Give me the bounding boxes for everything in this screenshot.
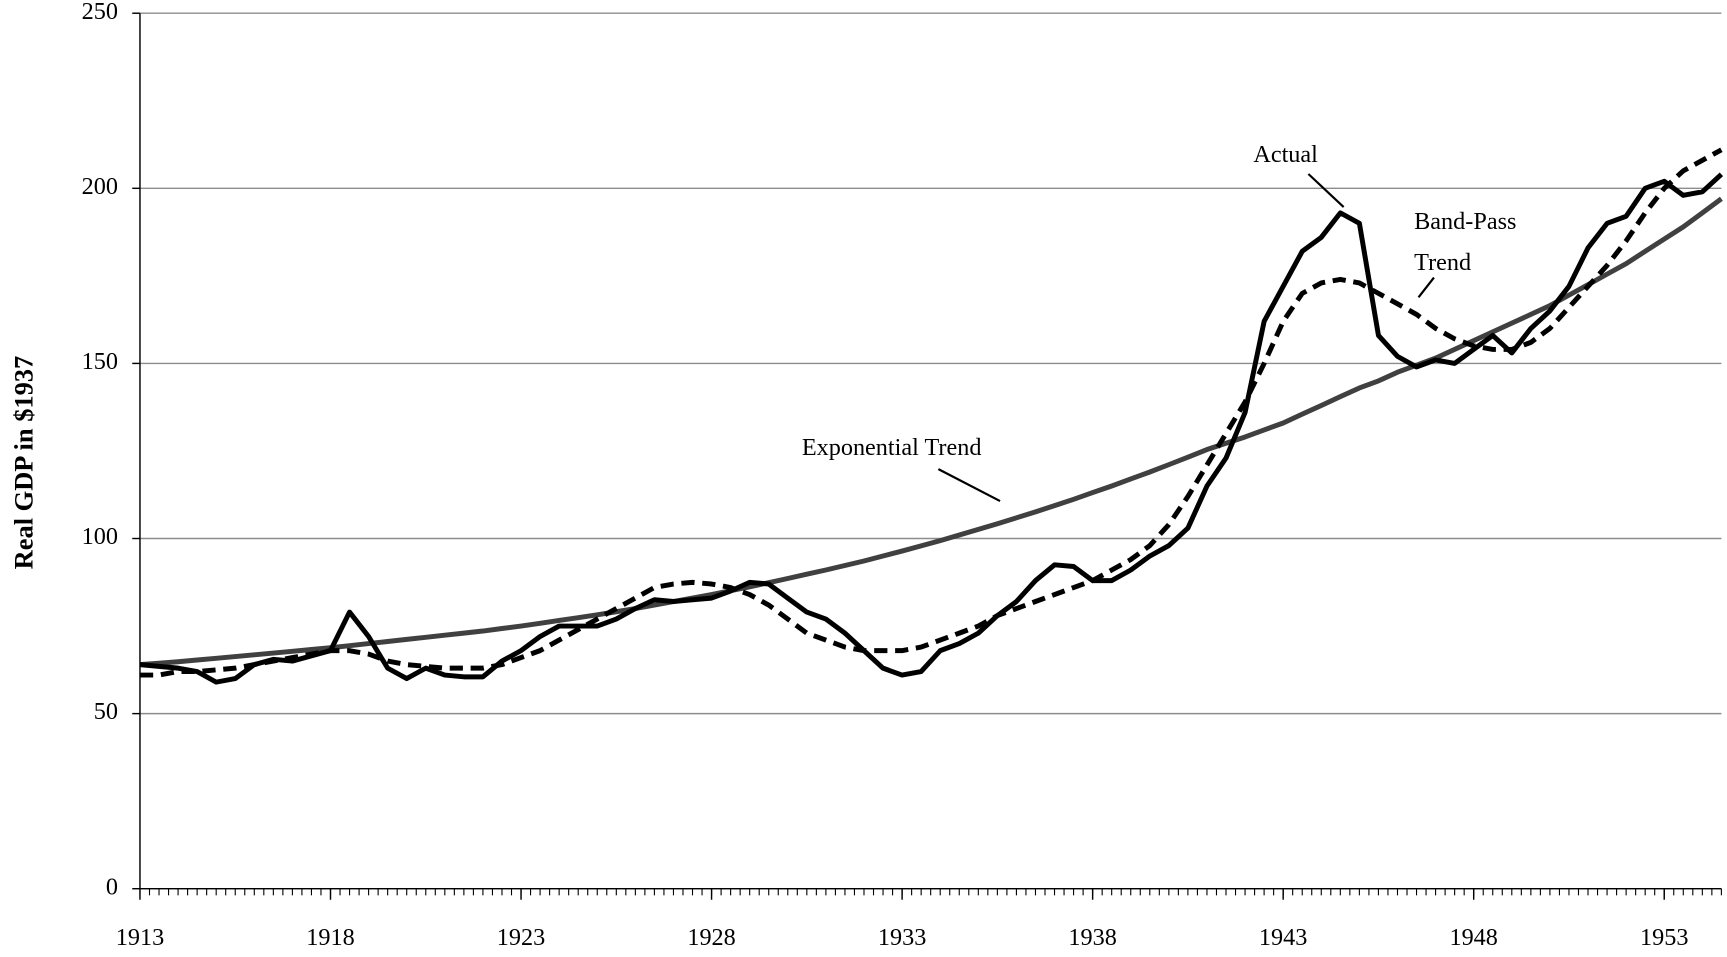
y-tick-label: 250 xyxy=(82,0,118,25)
x-tick-label: 1923 xyxy=(497,924,545,951)
x-tick-label: 1913 xyxy=(116,924,164,951)
annotation-band-pass: Band-Pass Trend xyxy=(1414,207,1517,276)
x-tick-label: 1948 xyxy=(1449,924,1497,951)
annotation-leader xyxy=(1417,276,1435,299)
x-tick-label: 1928 xyxy=(687,924,735,951)
x-tick-label: 1938 xyxy=(1068,924,1116,951)
annotation-band-pass-box: Band-Pass Trend xyxy=(1414,207,1517,276)
axes: 0 50 100 150 200 250 1913 1918 1923 1928 1933 1938 1… xyxy=(82,0,1722,951)
x-tick-label: 1943 xyxy=(1259,924,1307,951)
y-tick-label: 100 xyxy=(82,523,118,550)
annotation-leader xyxy=(937,468,1001,503)
y-tick-label: 50 xyxy=(94,698,118,725)
series-lines xyxy=(139,147,1724,685)
x-tick-label: 1933 xyxy=(878,924,926,951)
x-tick-label: 1918 xyxy=(306,924,354,951)
annotation-actual: Actual xyxy=(1253,141,1318,168)
x-tick-label: 1953 xyxy=(1640,924,1688,951)
y-tick-label: 150 xyxy=(82,348,118,375)
series-line xyxy=(139,172,1724,685)
annotation-exponential: Exponential Trend xyxy=(802,434,982,461)
series-line xyxy=(139,196,1723,668)
y-tick-label: 0 xyxy=(106,873,118,900)
y-axis-label: Real GDP in $1937 xyxy=(9,356,39,570)
y-tick-label: 200 xyxy=(82,173,118,200)
annotation-leader xyxy=(1307,173,1345,208)
